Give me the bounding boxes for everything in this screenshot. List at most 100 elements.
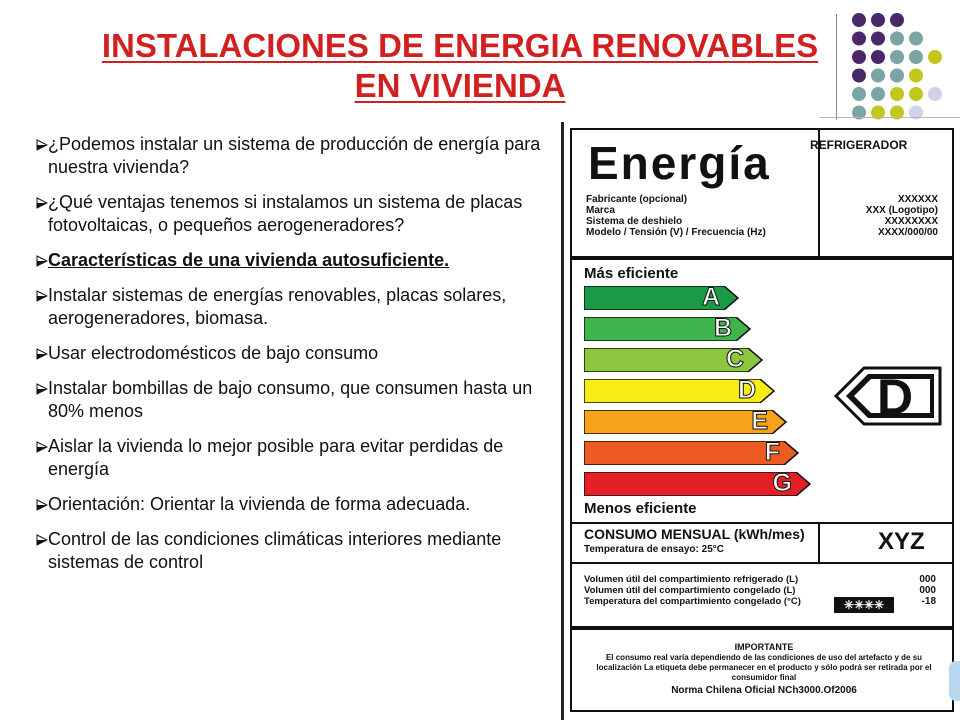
bullet-item: Características de una vivienda autosufi… — [36, 249, 566, 272]
efficiency-bar-g: G — [584, 469, 812, 498]
volume-label: Volumen útil del compartimiento congelad… — [584, 585, 796, 596]
decor-dot — [871, 31, 885, 46]
label-field-values: XXXXXX XXX (Logotipo) XXXXXXXX XXXX/000/… — [866, 194, 938, 238]
slide-title: INSTALACIONES DE ENERGIA RENOVABLES EN V… — [40, 26, 880, 106]
label-brand: Energía — [588, 137, 771, 189]
bar-shape — [584, 441, 800, 465]
decor-horizontal-line — [820, 117, 960, 118]
decor-dot — [928, 87, 942, 101]
decor-dot — [871, 105, 885, 120]
corner-decoration — [949, 661, 960, 701]
bar-letter: A — [701, 283, 720, 312]
header-divider — [818, 130, 820, 256]
label-field: Sistema de deshielo — [586, 216, 683, 227]
consumption-divider — [818, 524, 820, 564]
consumption-value: XYZ — [878, 528, 925, 555]
bullet-item: Instalar sistemas de energías renovables… — [36, 284, 566, 330]
decor-dot — [890, 50, 904, 64]
consumption-temperature: Temperatura de ensayo: 25°C — [584, 544, 724, 555]
label-field: Modelo / Tensión (V) / Frecuencia (Hz) — [586, 227, 766, 238]
decor-dot — [928, 50, 942, 64]
triangle-arrow-icon — [36, 441, 48, 453]
bullet-text: Aislar la vivienda lo mejor posible para… — [48, 436, 504, 479]
efficiency-bar-b: B — [584, 314, 752, 343]
bar-shape — [584, 410, 788, 434]
bullet-list: ¿Podemos instalar un sistema de producci… — [36, 133, 566, 586]
label-field-value: XXXX/000/00 — [877, 227, 938, 238]
efficiency-bar-a: A — [584, 283, 740, 312]
label-field: Marca — [586, 205, 615, 216]
decor-dot — [871, 50, 885, 64]
bullet-text: Instalar bombillas de bajo consumo, que … — [48, 378, 533, 421]
bar-shape — [584, 348, 764, 372]
label-volume-panel — [570, 562, 954, 628]
decor-dot — [871, 13, 885, 27]
triangle-arrow-icon — [36, 348, 48, 360]
label-header-panel: Energía Fabricante (opcional) Marca Sist… — [570, 128, 954, 258]
triangle-arrow-icon — [36, 534, 48, 546]
decor-dot — [890, 68, 904, 83]
decor-dot — [852, 31, 866, 46]
label-important-panel — [570, 628, 954, 712]
volume-label: Temperatura del compartimiento congelado… — [584, 596, 801, 607]
decor-dot — [890, 31, 904, 46]
bullet-text: Control de las condiciones climáticas in… — [48, 529, 502, 572]
decor-dot — [852, 50, 866, 64]
bullet-item: ¿Qué ventajas tenemos si instalamos un s… — [36, 191, 566, 237]
decor-dot — [852, 68, 866, 83]
less-efficient-label: Menos eficiente — [584, 500, 697, 517]
label-field-list: Fabricante (opcional) Marca Sistema de d… — [586, 194, 766, 238]
decor-vertical-line — [836, 14, 837, 120]
triangle-arrow-icon — [36, 383, 48, 395]
volume-values: 000 000 -18 — [919, 574, 936, 607]
bar-letter: E — [751, 407, 769, 436]
decor-dot — [909, 68, 923, 83]
bullet-text: ¿Podemos instalar un sistema de producci… — [48, 134, 541, 177]
bullet-text: Orientación: Orientar la vivienda de for… — [48, 494, 471, 514]
label-field-value: XXX (Logotipo) — [865, 205, 938, 216]
decor-dot — [909, 87, 923, 101]
bullet-item: Instalar bombillas de bajo consumo, que … — [36, 377, 566, 423]
decor-dot — [852, 87, 866, 101]
decor-dot — [852, 105, 866, 120]
triangle-arrow-icon — [36, 139, 48, 151]
volume-value: -18 — [921, 596, 936, 607]
efficiency-bar-c: C — [584, 345, 764, 374]
triangle-arrow-icon — [36, 290, 48, 302]
title-line-1: INSTALACIONES DE ENERGIA RENOVABLES — [101, 27, 819, 64]
bullet-text: Características de una vivienda autosufi… — [48, 250, 450, 270]
label-appliance: REFRIGERADOR — [810, 138, 908, 152]
triangle-arrow-icon — [36, 255, 48, 267]
bar-letter: B — [713, 314, 732, 343]
bar-shape — [584, 317, 752, 341]
efficiency-bar-f: F — [584, 438, 800, 467]
bar-letter: D — [737, 376, 756, 405]
decor-dot — [890, 87, 904, 101]
more-efficient-label: Más eficiente — [584, 265, 679, 282]
important-title: IMPORTANTE — [734, 642, 794, 652]
freezer-stars: ✳✳✳✳ — [834, 597, 894, 613]
decor-dot — [871, 87, 885, 101]
bar-shape — [584, 472, 812, 496]
bullet-text: Usar electrodomésticos de bajo consumo — [48, 343, 379, 363]
rating-arrow-icon — [834, 366, 942, 426]
volume-label: Volumen útil del compartimiento refriger… — [584, 574, 799, 585]
consumption-title: CONSUMO MENSUAL (kWh/mes) — [584, 526, 805, 542]
decor-dot — [909, 31, 923, 46]
decor-dot — [909, 50, 923, 64]
decor-dot — [871, 68, 885, 83]
label-field: Fabricante (opcional) — [586, 194, 688, 205]
bullet-text: Instalar sistemas de energías renovables… — [48, 285, 507, 328]
triangle-arrow-icon — [36, 197, 48, 209]
bar-letter: G — [772, 469, 792, 498]
decor-dot — [852, 13, 866, 27]
rating-letter: D — [877, 369, 914, 425]
bar-shape — [584, 286, 740, 310]
volume-value: 000 — [919, 585, 936, 596]
volume-value: 000 — [919, 574, 936, 585]
label-field-value: XXXXXXXX — [884, 216, 938, 227]
bar-letter: F — [764, 438, 780, 467]
volume-list: Volumen útil del compartimiento refriger… — [584, 574, 801, 607]
